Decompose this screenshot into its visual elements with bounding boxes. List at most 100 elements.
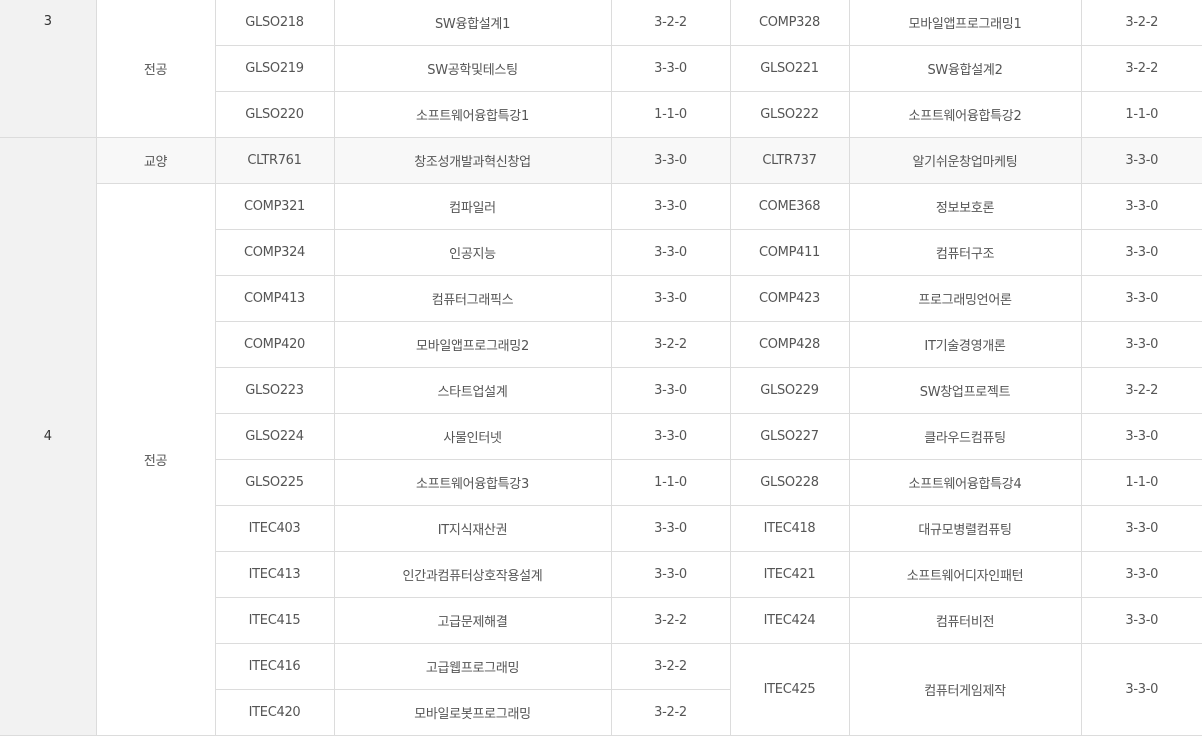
course-name: 인간과컴퓨터상호작용설계 xyxy=(333,551,612,598)
credit-units: 3-3-0 xyxy=(610,183,731,230)
course-code: GLSO219 xyxy=(214,45,335,92)
course-name: 모바일앱프로그래밍2 xyxy=(333,321,612,368)
credit-units: 3-3-0 xyxy=(1080,321,1202,368)
course-code: ITEC403 xyxy=(214,505,335,552)
course-code: COMP328 xyxy=(729,0,850,46)
course-code: GLSO229 xyxy=(729,367,850,414)
table-row: GLSO225 소프트웨어융합특강3 1-1-0 GLSO228 소프트웨어융합… xyxy=(0,459,1202,506)
credit-units: 3-2-2 xyxy=(1080,367,1202,414)
year-cell: 4 xyxy=(0,137,97,736)
credit-units: 3-2-2 xyxy=(610,643,731,690)
table-row: GLSO224 사물인터넷 3-3-0 GLSO227 클라우드컴퓨팅 3-3-… xyxy=(0,413,1202,460)
course-code: GLSO223 xyxy=(214,367,335,414)
credit-units: 3-3-0 xyxy=(1080,505,1202,552)
credit-units: 3-3-0 xyxy=(1080,643,1202,736)
credit-units: 3-3-0 xyxy=(610,275,731,322)
course-code: ITEC416 xyxy=(214,643,335,690)
course-code: GLSO225 xyxy=(214,459,335,506)
credit-units: 3-3-0 xyxy=(1080,551,1202,598)
course-code: ITEC420 xyxy=(214,689,335,736)
course-code: CLTR761 xyxy=(214,137,335,184)
credit-units: 3-2-2 xyxy=(610,597,731,644)
course-name: 사물인터넷 xyxy=(333,413,612,460)
course-code: COMP420 xyxy=(214,321,335,368)
course-name: 소프트웨어융합특강2 xyxy=(848,91,1082,138)
credit-units: 3-3-0 xyxy=(610,413,731,460)
course-name: 모바일앱프로그래밍1 xyxy=(848,0,1082,46)
table-row: ITEC413 인간과컴퓨터상호작용설계 3-3-0 ITEC421 소프트웨어… xyxy=(0,551,1202,598)
course-code: CLTR737 xyxy=(729,137,850,184)
course-code: GLSO224 xyxy=(214,413,335,460)
table-row: COMP413 컴퓨터그래픽스 3-3-0 COMP423 프로그래밍언어론 3… xyxy=(0,275,1202,322)
course-name: 컴퓨터구조 xyxy=(848,229,1082,276)
course-name: 스타트업설계 xyxy=(333,367,612,414)
table-row: ITEC420 모바일로봇프로그래밍 3-2-2 xyxy=(0,689,1202,736)
course-name: 컴파일러 xyxy=(333,183,612,230)
table-row: ITEC416 고급웹프로그래밍 3-2-2 ITEC425 컴퓨터게임제작 3… xyxy=(0,643,1202,736)
course-name: 고급문제해결 xyxy=(333,597,612,644)
course-name: 대규모병렬컴퓨팅 xyxy=(848,505,1082,552)
credit-units: 3-3-0 xyxy=(1080,275,1202,322)
course-code: ITEC421 xyxy=(729,551,850,598)
credit-units: 3-3-0 xyxy=(610,551,731,598)
course-name: 컴퓨터비전 xyxy=(848,597,1082,644)
table-row: ITEC403 IT지식재산권 3-3-0 ITEC418 대규모병렬컴퓨팅 3… xyxy=(0,505,1202,552)
category-cell: 전공 xyxy=(95,183,216,736)
course-name: 클라우드컴퓨팅 xyxy=(848,413,1082,460)
credit-units: 3-3-0 xyxy=(1080,597,1202,644)
table-row: GLSO223 스타트업설계 3-3-0 GLSO229 SW창업프로젝트 3-… xyxy=(0,367,1202,414)
table-row: COMP324 인공지능 3-3-0 COMP411 컴퓨터구조 3-3-0 xyxy=(0,229,1202,276)
course-code: ITEC424 xyxy=(729,597,850,644)
course-name: 소프트웨어디자인패턴 xyxy=(848,551,1082,598)
course-code: COMP423 xyxy=(729,275,850,322)
table-row: ITEC415 고급문제해결 3-2-2 ITEC424 컴퓨터비전 3-3-0 xyxy=(0,597,1202,644)
table-row: 4 교양 CLTR761 창조성개발과혁신창업 3-3-0 CLTR737 알기… xyxy=(0,137,1202,736)
credit-units: 3-3-0 xyxy=(610,505,731,552)
course-code: COMP428 xyxy=(729,321,850,368)
credit-units: 3-3-0 xyxy=(610,367,731,414)
table-row: GLSO220 소프트웨어융합특강1 1-1-0 GLSO222 소프트웨어융합… xyxy=(0,91,1202,138)
course-name: IT지식재산권 xyxy=(333,505,612,552)
table-row: GLSO219 SW공학및테스팅 3-3-0 GLSO221 SW융합설계2 3… xyxy=(0,45,1202,92)
credit-units: 1-1-0 xyxy=(1080,91,1202,138)
credit-units: 3-2-2 xyxy=(610,321,731,368)
credit-units: 3-3-0 xyxy=(610,45,731,92)
credit-units: 1-1-0 xyxy=(610,91,731,138)
course-code: ITEC413 xyxy=(214,551,335,598)
course-name: 프로그래밍언어론 xyxy=(848,275,1082,322)
credit-units: 3-2-2 xyxy=(1080,45,1202,92)
course-name: 정보보호론 xyxy=(848,183,1082,230)
course-code: GLSO227 xyxy=(729,413,850,460)
credit-units: 3-3-0 xyxy=(1080,413,1202,460)
course-code: COMP411 xyxy=(729,229,850,276)
category-cell: 전공 xyxy=(95,0,216,138)
year-cell: 3 xyxy=(0,0,97,138)
course-code: GLSO228 xyxy=(729,459,850,506)
category-cell: 교양 xyxy=(95,137,216,184)
credit-units: 1-1-0 xyxy=(610,459,731,506)
credit-units: 3-2-2 xyxy=(610,689,731,736)
table-row: 전공 COMP321 컴파일러 3-3-0 COME368 정보보호론 3-3-… xyxy=(0,183,1202,736)
course-name: 소프트웨어융합특강3 xyxy=(333,459,612,506)
course-name: 소프트웨어융합특강1 xyxy=(333,91,612,138)
course-name: SW창업프로젝트 xyxy=(848,367,1082,414)
course-name: SW공학및테스팅 xyxy=(333,45,612,92)
course-code: COMP321 xyxy=(214,183,335,230)
course-code: COME368 xyxy=(729,183,850,230)
credit-units: 1-1-0 xyxy=(1080,459,1202,506)
course-code: COMP413 xyxy=(214,275,335,322)
course-code: ITEC425 xyxy=(729,643,850,736)
course-code: GLSO218 xyxy=(214,0,335,46)
course-code: ITEC415 xyxy=(214,597,335,644)
course-name: 알기쉬운창업마케팅 xyxy=(848,137,1082,184)
course-name: 컴퓨터게임제작 xyxy=(848,643,1082,736)
course-name: 고급웹프로그래밍 xyxy=(333,643,612,690)
course-name: SW융합설계1 xyxy=(333,0,612,46)
course-name: SW융합설계2 xyxy=(848,45,1082,92)
credit-units: 3-3-0 xyxy=(610,229,731,276)
credit-units: 3-3-0 xyxy=(1080,183,1202,230)
course-code: GLSO221 xyxy=(729,45,850,92)
course-code: GLSO220 xyxy=(214,91,335,138)
course-name: IT기술경영개론 xyxy=(848,321,1082,368)
